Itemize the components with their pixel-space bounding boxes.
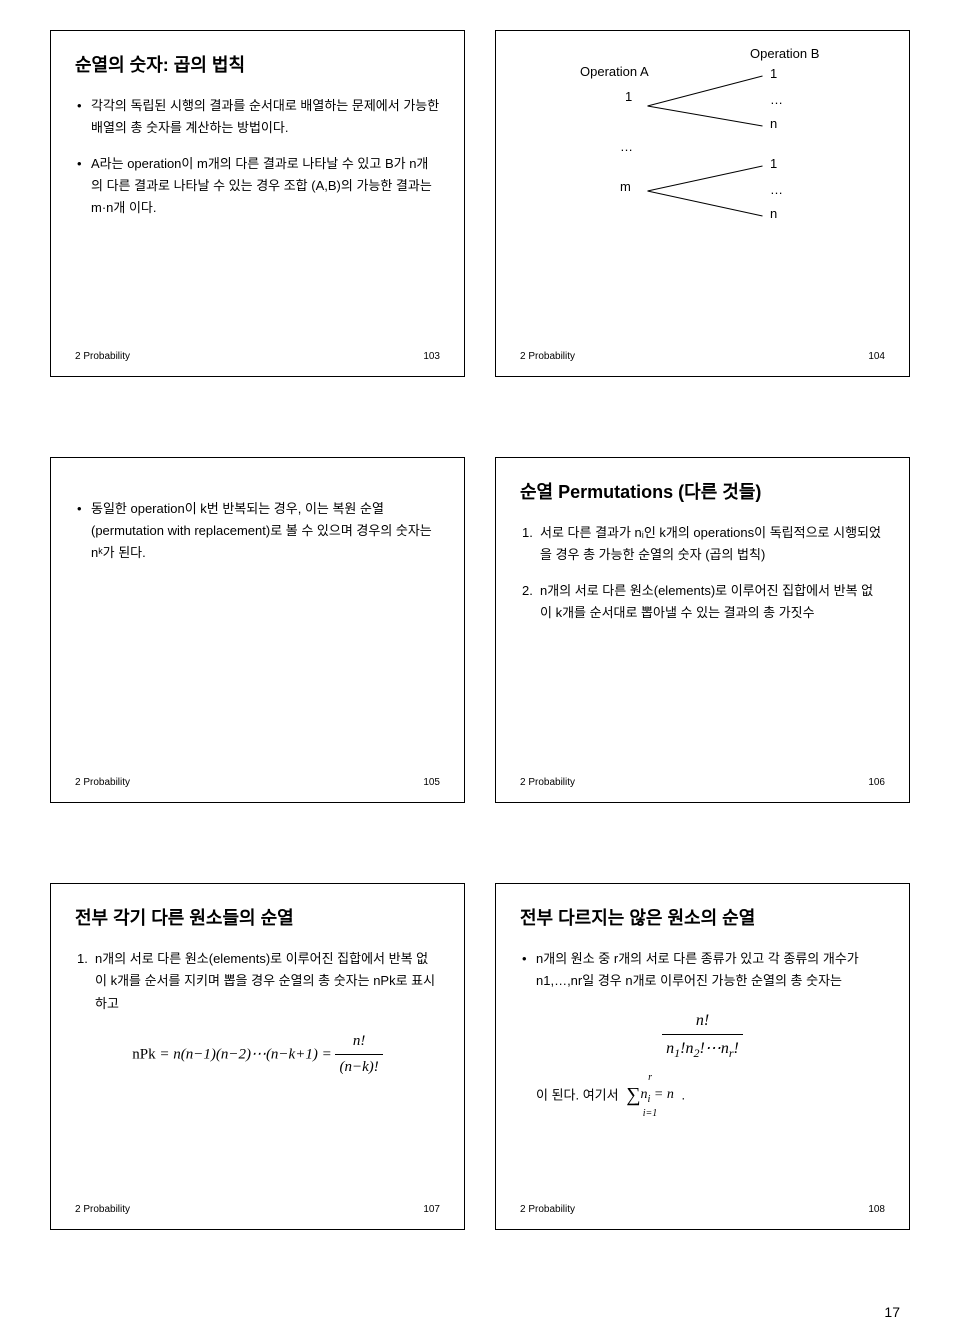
bullet-item: 동일한 operation이 k번 반복되는 경우, 이는 복원 순열(perm… (75, 498, 440, 564)
sum-formula: r ∑ni = n i=1 (626, 1073, 674, 1119)
slide-title: 전부 다르지는 않은 원소의 순열 (520, 904, 885, 930)
item-text: n개의 서로 다른 원소(elements)로 이루어진 집합에서 반복 없이 … (95, 951, 435, 1010)
footer-right: 106 (868, 777, 885, 788)
footer-right: 108 (868, 1204, 885, 1215)
formula-multinomial: n! n1!n2!⋯nr! (520, 1007, 885, 1064)
node-b1-top: 1 (770, 63, 777, 85)
page-number: 17 (884, 1304, 900, 1320)
numbered-item: 1. n개의 서로 다른 원소(elements)로 이루어진 집합에서 반복 … (75, 948, 440, 1014)
bullet-item: n개의 원소 중 r개의 서로 다른 종류가 있고 각 종류의 개수가 n1,…… (520, 948, 885, 992)
footer-right: 104 (868, 351, 885, 362)
footer-right: 105 (423, 777, 440, 788)
node-dots-bot: … (770, 179, 783, 201)
slide-content: 동일한 operation이 k번 반복되는 경우, 이는 복원 순열(perm… (75, 478, 440, 772)
slide-footer: 2 Probability 107 (75, 1204, 440, 1215)
footer-left: 2 Probability (520, 1204, 575, 1215)
slide-105: 동일한 operation이 k번 반복되는 경우, 이는 복원 순열(perm… (50, 457, 465, 804)
sum-upper: r (626, 1073, 674, 1083)
footer-left: 2 Probability (520, 777, 575, 788)
tree-svg (520, 51, 885, 251)
slide-content: Operation A Operation B 1 m … 1 … n 1 … … (520, 51, 885, 345)
node-dots: … (620, 136, 633, 158)
tail-a: 이 된다. 여기서 (536, 1088, 622, 1103)
item-number: 1. (77, 948, 88, 970)
slide-content: n개의 원소 중 r개의 서로 다른 종류가 있고 각 종류의 개수가 n1,…… (520, 948, 885, 1198)
node-dots-top: … (770, 89, 783, 111)
slide-106: 순열 Permutations (다른 것들) 1. 서로 다른 결과가 nᵢ인… (495, 457, 910, 804)
op-a-label: Operation A (580, 61, 649, 83)
slide-footer: 2 Probability 105 (75, 777, 440, 788)
footer-left: 2 Probability (75, 351, 130, 362)
node-b1-bot: 1 (770, 153, 777, 175)
slide-footer: 2 Probability 103 (75, 351, 440, 362)
slide-107: 전부 각기 다른 원소들의 순열 1. n개의 서로 다른 원소(element… (50, 883, 465, 1230)
item-number: 2. (522, 580, 533, 602)
slide-title: 순열 Permutations (다른 것들) (520, 478, 885, 504)
numbered-item: 1. 서로 다른 결과가 nᵢ인 k개의 operations이 독립적으로 시… (520, 522, 885, 566)
footer-left: 2 Probability (75, 777, 130, 788)
frac-denominator: (n−k)! (335, 1055, 382, 1081)
sum-lower: i=1 (626, 1109, 674, 1119)
bullet-item: A라는 operation이 m개의 다른 결과로 나타날 수 있고 B가 n개… (75, 153, 440, 219)
item-number: 1. (522, 522, 533, 544)
sigma-icon: ∑ (626, 1087, 640, 1103)
footer-left: 2 Probability (75, 1204, 130, 1215)
node-am: m (620, 176, 631, 198)
frac-numerator: n! (662, 1007, 743, 1035)
node-a1: 1 (625, 86, 632, 108)
slide-footer: 2 Probability 108 (520, 1204, 885, 1215)
numbered-item: 2. n개의 서로 다른 원소(elements)로 이루어진 집합에서 반복 … (520, 580, 885, 624)
item-text: 서로 다른 결과가 nᵢ인 k개의 operations이 독립적으로 시행되었… (540, 525, 881, 562)
formula-lhs: nPk (132, 1046, 155, 1062)
slide-content: 1. n개의 서로 다른 원소(elements)로 이루어진 집합에서 반복 … (75, 948, 440, 1198)
footer-right: 107 (423, 1204, 440, 1215)
tree-diagram: Operation A Operation B 1 m … 1 … n 1 … … (520, 51, 885, 231)
node-bn-top: n (770, 113, 777, 135)
bullet-item: 각각의 독립된 시행의 결과를 순서대로 배열하는 문제에서 가능한 배열의 총… (75, 95, 440, 139)
footer-right: 103 (423, 351, 440, 362)
formula-npk: nPk = n(n−1)(n−2)⋯(n−k+1) = n! (n−k)! (75, 1029, 440, 1081)
slide-content: 1. 서로 다른 결과가 nᵢ인 k개의 operations이 독립적으로 시… (520, 522, 885, 772)
formula-product: = n(n−1)(n−2)⋯(n−k+1) = (159, 1046, 331, 1062)
footer-left: 2 Probability (520, 351, 575, 362)
frac-numerator: n! (335, 1029, 382, 1056)
formula-fraction: n! n1!n2!⋯nr! (662, 1007, 743, 1064)
item-text: n개의 서로 다른 원소(elements)로 이루어진 집합에서 반복 없이 … (540, 583, 873, 620)
op-b-label: Operation B (750, 43, 819, 65)
slide-103: 순열의 숫자: 곱의 법칙 각각의 독립된 시행의 결과를 순서대로 배열하는 … (50, 30, 465, 377)
frac-denominator: n1!n2!⋯nr! (662, 1035, 743, 1064)
formula-fraction: n! (n−k)! (335, 1029, 382, 1081)
slide-footer: 2 Probability 104 (520, 351, 885, 362)
node-bn-bot: n (770, 203, 777, 225)
slide-title: 전부 각기 다른 원소들의 순열 (75, 904, 440, 930)
slide-104: Operation A Operation B 1 m … 1 … n 1 … … (495, 30, 910, 377)
slide-108: 전부 다르지는 않은 원소의 순열 n개의 원소 중 r개의 서로 다른 종류가… (495, 883, 910, 1230)
slide-title: 순열의 숫자: 곱의 법칙 (75, 51, 440, 77)
tail-b: . (681, 1088, 685, 1103)
slide-footer: 2 Probability 106 (520, 777, 885, 788)
sum-body: ni = n (640, 1087, 673, 1102)
tail-sentence: 이 된다. 여기서 r ∑ni = n i=1 . (520, 1073, 885, 1119)
slide-grid: 순열의 숫자: 곱의 법칙 각각의 독립된 시행의 결과를 순서대로 배열하는 … (50, 30, 910, 1230)
slide-content: 각각의 독립된 시행의 결과를 순서대로 배열하는 문제에서 가능한 배열의 총… (75, 95, 440, 345)
